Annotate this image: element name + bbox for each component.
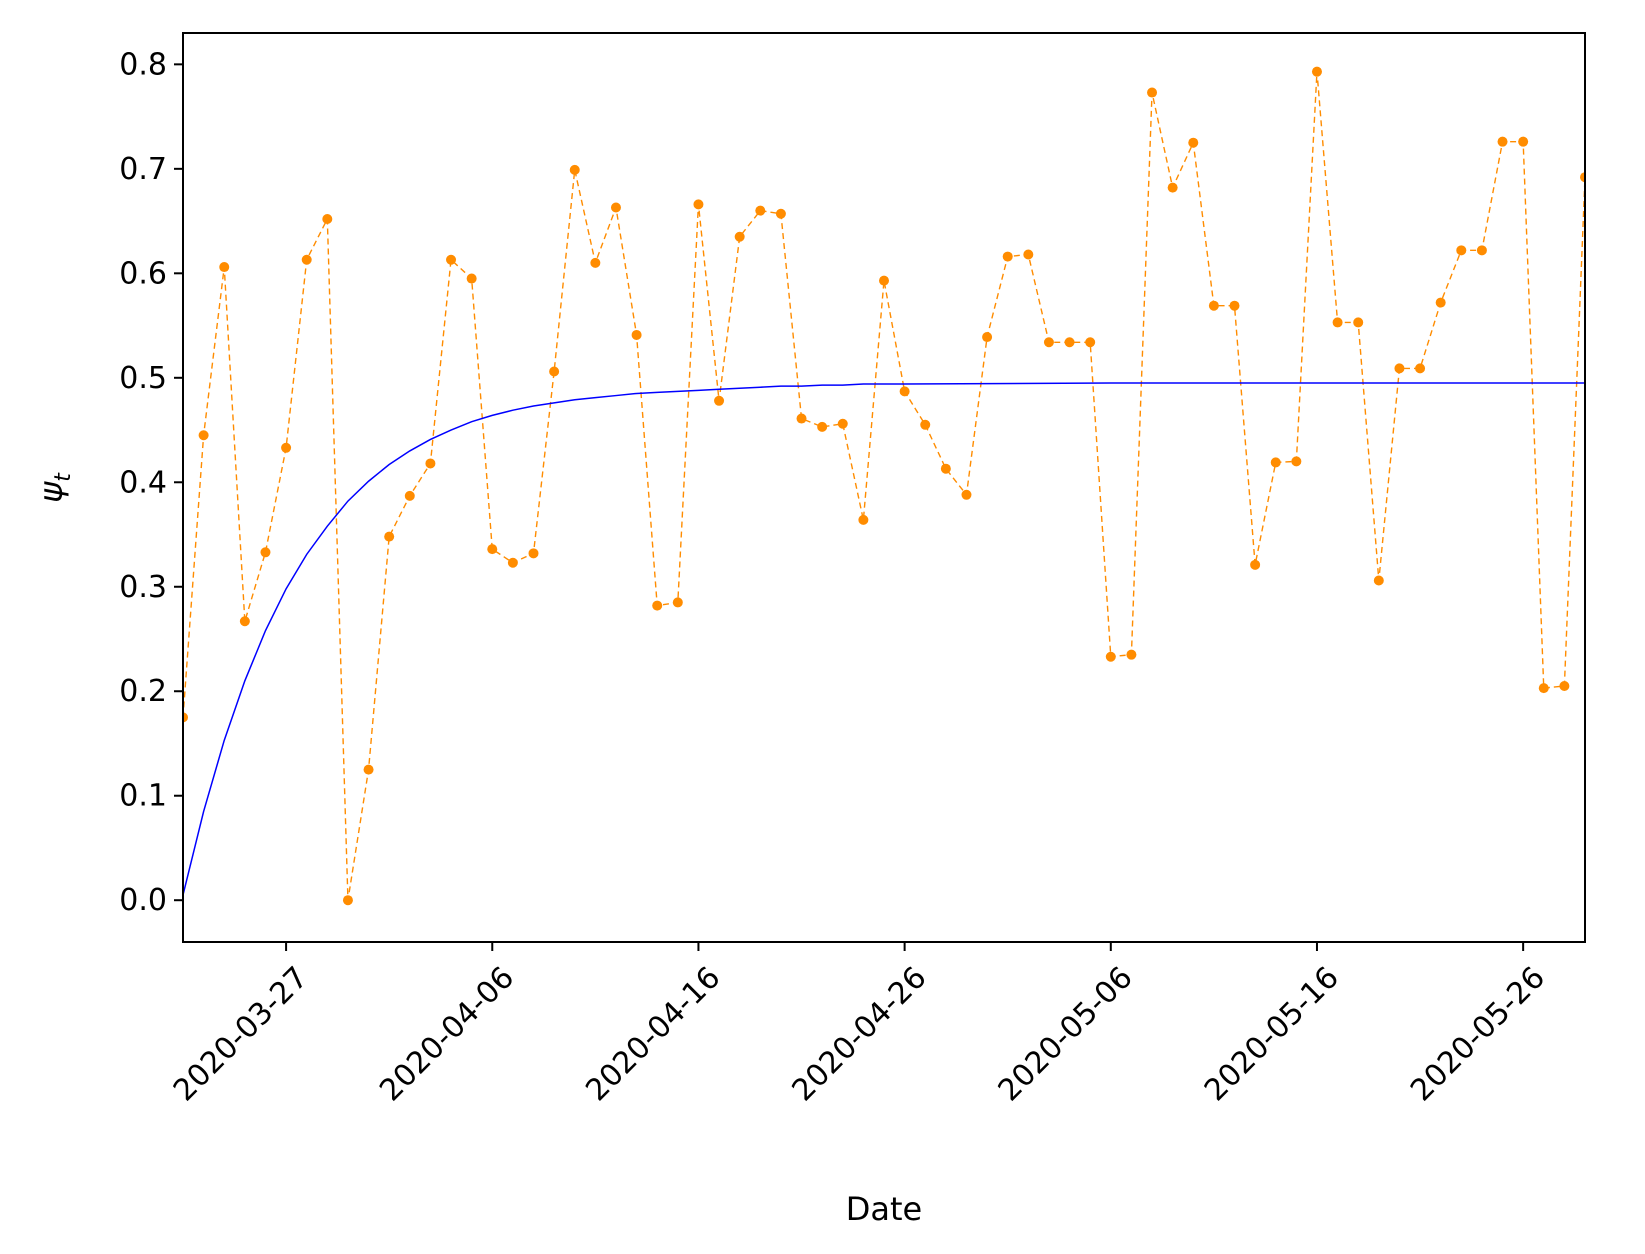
observed-point	[1435, 297, 1446, 308]
observed-point	[1456, 245, 1467, 256]
observed-point	[198, 430, 209, 441]
observed-point	[714, 395, 725, 406]
y-tick-label: 0.2	[119, 674, 167, 709]
plot-frame	[182, 32, 1586, 943]
fitted-curve-line	[183, 382, 1585, 896]
observed-point	[1394, 363, 1405, 374]
observed-point	[1311, 66, 1322, 77]
observed-point	[404, 490, 415, 501]
observed-point	[1373, 575, 1384, 586]
observed-point	[1208, 300, 1219, 311]
observed-point	[1580, 172, 1585, 183]
observed-point	[1023, 249, 1034, 260]
observed-point	[837, 418, 848, 429]
observed-point	[425, 458, 436, 469]
observed-point	[982, 332, 993, 343]
observed-point	[1518, 136, 1529, 147]
observed-point	[940, 463, 951, 474]
observed-point	[879, 275, 889, 286]
observed-point	[322, 213, 333, 224]
observed-point	[507, 557, 518, 568]
observed-point	[219, 262, 230, 273]
observed-point	[384, 531, 395, 542]
observed-point	[1105, 651, 1116, 662]
y-axis-label-symbol: ψ	[32, 481, 70, 503]
observed-point	[569, 164, 580, 175]
observed-point	[1085, 337, 1096, 348]
observed-point	[693, 199, 704, 210]
observed-point	[260, 547, 271, 558]
observed-point	[817, 421, 828, 432]
y-tick-label: 0.5	[119, 361, 167, 396]
observed-point	[1538, 683, 1549, 694]
observed-point	[528, 548, 539, 559]
observed-point	[1064, 337, 1075, 348]
x-axis-label: Date	[846, 1190, 922, 1228]
y-tick-label: 0.8	[119, 47, 167, 82]
observed-point	[1497, 136, 1508, 147]
observed-point	[1559, 681, 1570, 692]
observed-point	[1002, 251, 1013, 262]
observed-point	[1270, 457, 1281, 468]
observed-point	[1332, 317, 1343, 328]
observed-point	[342, 895, 353, 906]
observed-point	[363, 764, 374, 775]
observed-point	[672, 597, 683, 608]
y-tick-label: 0.6	[119, 256, 167, 291]
observed-point	[1188, 137, 1199, 148]
observed-point	[466, 273, 477, 284]
y-tick-label: 0.4	[119, 465, 167, 500]
y-axis-ticks: 0.0 0.1 0.2 0.3 0.4 0.5 0.6 0.7 0.8	[119, 47, 183, 918]
observed-point	[281, 442, 292, 453]
observed-point	[652, 600, 663, 611]
observed-point	[858, 514, 869, 525]
observed-point	[1250, 559, 1261, 570]
observed-point	[775, 208, 786, 219]
observed-point	[961, 489, 972, 500]
y-tick-label: 0.7	[119, 152, 167, 187]
series-layer	[183, 66, 1585, 906]
observed-point	[796, 413, 807, 424]
y-axis-label-subscript: t	[51, 472, 76, 482]
observed-point	[183, 712, 188, 723]
observed-point	[549, 366, 560, 377]
observed-point	[899, 386, 910, 397]
observed-point	[1147, 87, 1158, 98]
observed-point	[1229, 300, 1240, 311]
observed-point	[920, 419, 931, 430]
y-tick-label: 0.1	[119, 779, 167, 814]
observed-point	[755, 205, 766, 216]
y-tick-label: 0.3	[119, 570, 167, 605]
observed-point	[1167, 182, 1178, 193]
y-axis-label: ψt	[32, 472, 76, 503]
observed-point	[1291, 456, 1302, 467]
observed-point	[734, 231, 745, 242]
observed-point	[1476, 245, 1487, 256]
observed-point	[446, 254, 457, 265]
observed-point	[1415, 363, 1426, 374]
observed-point	[239, 616, 250, 627]
observed-point	[610, 202, 621, 213]
y-tick-label: 0.0	[119, 883, 167, 918]
observed-point	[631, 329, 642, 340]
observed-point	[1353, 317, 1364, 328]
observed-point	[301, 254, 312, 265]
observed-point	[487, 544, 498, 555]
observed-point	[1126, 649, 1137, 660]
observed-point	[590, 257, 601, 268]
observed-point	[1043, 337, 1054, 348]
